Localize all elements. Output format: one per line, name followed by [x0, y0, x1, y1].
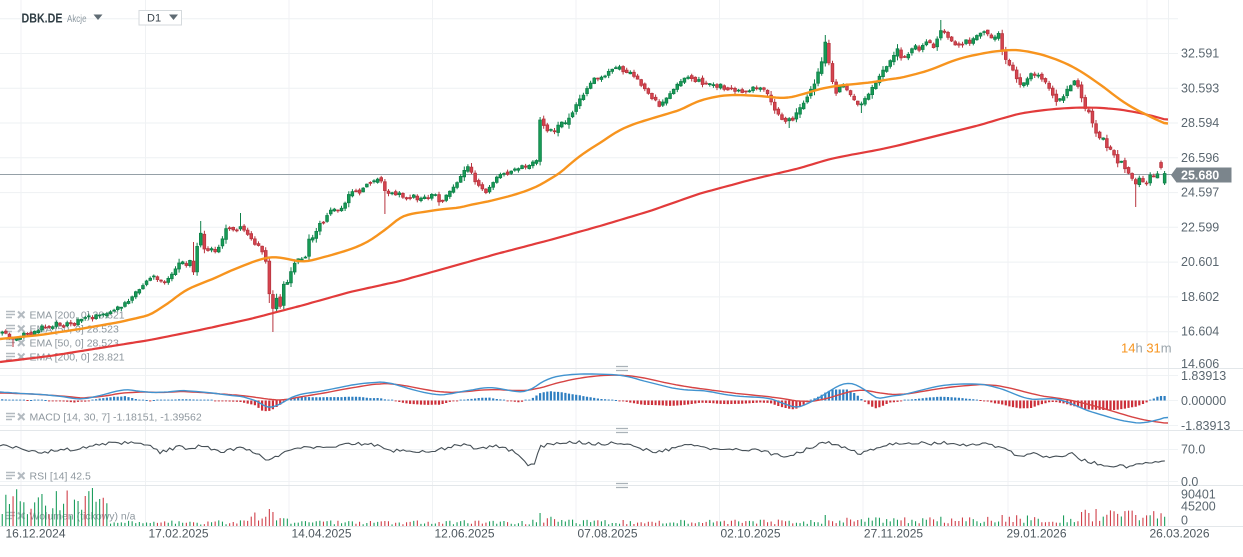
- svg-text:26.596: 26.596: [1181, 151, 1219, 165]
- svg-text:70.0: 70.0: [1181, 443, 1205, 457]
- svg-text:EMA [50, 0] 28.523: EMA [50, 0] 28.523: [30, 338, 119, 350]
- svg-text:25.680: 25.680: [1181, 169, 1219, 183]
- svg-text:32.591: 32.591: [1181, 47, 1219, 61]
- svg-text:18.602: 18.602: [1181, 290, 1219, 304]
- svg-text:RSI [14] 42.5: RSI [14] 42.5: [30, 471, 91, 483]
- svg-text:90401: 90401: [1181, 488, 1216, 502]
- svg-text:22.599: 22.599: [1181, 220, 1219, 234]
- svg-text:0.00000: 0.00000: [1181, 394, 1226, 408]
- svg-text:14.04.2025: 14.04.2025: [291, 527, 351, 541]
- svg-text:MACD [14, 30, 7] -1.18151, -1.: MACD [14, 30, 7] -1.18151, -1.39562: [30, 412, 202, 424]
- svg-text:DBK.DE: DBK.DE: [22, 12, 63, 26]
- svg-text:07.08.2025: 07.08.2025: [577, 527, 637, 541]
- svg-text:26.03.2026: 26.03.2026: [1149, 527, 1209, 541]
- svg-text:45200: 45200: [1181, 500, 1216, 514]
- svg-text:17.02.2025: 17.02.2025: [148, 527, 208, 541]
- svg-text:D1: D1: [147, 13, 161, 25]
- svg-text:16.12.2024: 16.12.2024: [5, 527, 65, 541]
- svg-text:Akcje: Akcje: [67, 14, 87, 25]
- svg-text:1.83913: 1.83913: [1181, 369, 1226, 383]
- svg-text:28.594: 28.594: [1181, 116, 1219, 130]
- svg-text:27.11.2025: 27.11.2025: [864, 527, 923, 541]
- svg-text:0: 0: [1181, 514, 1188, 528]
- svg-text:14.606: 14.606: [1181, 357, 1219, 371]
- svg-text:0.0: 0.0: [1181, 475, 1198, 489]
- svg-text:02.10.2025: 02.10.2025: [720, 527, 780, 541]
- svg-text:-1.83913: -1.83913: [1181, 419, 1230, 433]
- svg-text:14h 31m: 14h 31m: [1121, 341, 1172, 356]
- svg-text:29.01.2026: 29.01.2026: [1006, 527, 1066, 541]
- svg-text:16.604: 16.604: [1181, 325, 1219, 339]
- svg-text:12.06.2025: 12.06.2025: [434, 527, 494, 541]
- svg-text:EMA [200, 0] 28.821: EMA [200, 0] 28.821: [30, 310, 125, 322]
- svg-text:20.601: 20.601: [1181, 255, 1219, 269]
- svg-text:30.593: 30.593: [1181, 81, 1219, 95]
- svg-text:24.597: 24.597: [1181, 186, 1219, 200]
